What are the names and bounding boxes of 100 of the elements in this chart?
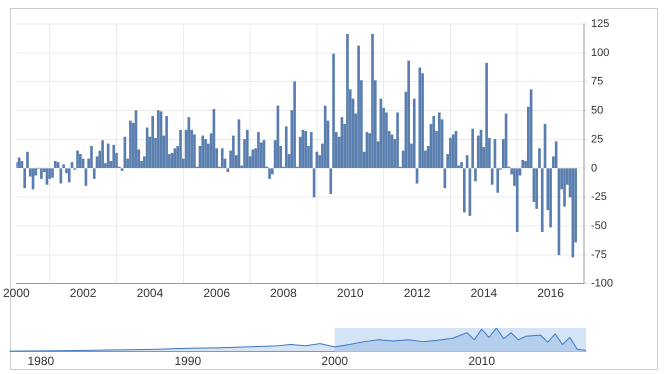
- y-tick-label: -100: [590, 278, 614, 290]
- bar: [120, 168, 124, 171]
- bar: [490, 168, 494, 185]
- x-tick-label: 2004: [136, 286, 164, 300]
- bar: [106, 144, 110, 168]
- bar: [124, 136, 126, 168]
- bar: [494, 139, 496, 168]
- bar: [56, 162, 60, 168]
- bar: [284, 126, 288, 168]
- bar: [390, 134, 394, 168]
- bar: [312, 168, 316, 198]
- bar: [454, 130, 458, 168]
- bar: [156, 110, 160, 168]
- bar: [146, 128, 148, 168]
- bar: [416, 168, 418, 184]
- bar: [554, 141, 558, 168]
- bar: [332, 54, 335, 168]
- x-tick-label: 2010: [336, 286, 364, 300]
- bar: [521, 160, 524, 168]
- bar: [165, 116, 168, 168]
- bar: [549, 168, 552, 228]
- bar: [468, 168, 472, 216]
- y-tick-label: 50: [590, 104, 604, 117]
- bar: [444, 168, 446, 188]
- y-tick-label: -50: [590, 220, 607, 232]
- bar: [188, 117, 190, 168]
- bar: [76, 150, 79, 168]
- bar: [471, 128, 474, 168]
- bar: [129, 120, 132, 168]
- bar: [204, 139, 207, 168]
- bar: [530, 89, 532, 168]
- bar: [396, 112, 399, 168]
- bar: [79, 154, 82, 168]
- x-tick-label: 2008: [270, 286, 298, 300]
- bar: [324, 106, 327, 168]
- y-tick-label: -75: [590, 248, 607, 261]
- bar: [92, 168, 96, 179]
- bar: [60, 168, 62, 184]
- bar: [310, 132, 313, 168]
- bar: [538, 148, 541, 168]
- bar: [572, 168, 574, 258]
- y-tick-label: -25: [590, 191, 607, 204]
- bar: [54, 160, 57, 168]
- bar: [201, 136, 204, 168]
- x-tick-label: 2010: [468, 354, 496, 368]
- bar: [268, 168, 271, 179]
- bar: [516, 168, 519, 232]
- x-tick-label: 2000: [2, 286, 30, 300]
- y-tick-label: 25: [590, 133, 604, 146]
- bar: [170, 152, 174, 168]
- bar: [407, 60, 410, 168]
- bar: [246, 130, 249, 168]
- x-tick-label: 2014: [470, 286, 498, 300]
- bar: [460, 162, 463, 168]
- bar: [252, 149, 254, 168]
- bar: [304, 130, 308, 168]
- y-tick-label: 0: [590, 162, 598, 174]
- y-tick-label: 100: [590, 46, 610, 59]
- bar: [418, 68, 422, 168]
- bar: [474, 168, 477, 182]
- bar: [193, 134, 196, 168]
- x-tick-label: 2002: [70, 286, 97, 300]
- bar: [316, 152, 318, 168]
- x-tick-label: 2016: [537, 286, 564, 300]
- bar: [262, 140, 266, 168]
- bar: [558, 168, 560, 256]
- bar: [366, 132, 368, 168]
- y-tick-label: 75: [590, 76, 604, 88]
- bar: [18, 158, 20, 168]
- bar: [329, 168, 332, 194]
- bar: [23, 168, 26, 188]
- bar: [257, 132, 260, 168]
- bar: [438, 112, 441, 168]
- bar: [26, 152, 29, 168]
- bar: [480, 130, 482, 168]
- bar: [432, 116, 436, 168]
- bar: [226, 168, 230, 172]
- bar: [504, 114, 508, 168]
- x-tick-label: 2012: [404, 286, 431, 300]
- bar: [380, 98, 382, 168]
- bar: [101, 140, 104, 168]
- x-tick-label: 1990: [174, 354, 202, 368]
- bar: [449, 138, 452, 168]
- bar: [84, 168, 88, 186]
- bar: [452, 134, 455, 168]
- bar: [90, 146, 93, 168]
- bar: [371, 34, 374, 168]
- bar: [151, 116, 154, 168]
- bar: [544, 124, 546, 168]
- bar: [346, 34, 349, 168]
- bar: [179, 130, 182, 168]
- bar: [276, 106, 280, 168]
- bar: [535, 168, 538, 209]
- bar: [40, 168, 43, 179]
- bar: [563, 168, 566, 207]
- bar: [46, 168, 48, 185]
- x-tick-label: 1980: [28, 354, 55, 368]
- bar: [540, 168, 544, 232]
- bar: [496, 168, 500, 193]
- bar: [68, 168, 71, 182]
